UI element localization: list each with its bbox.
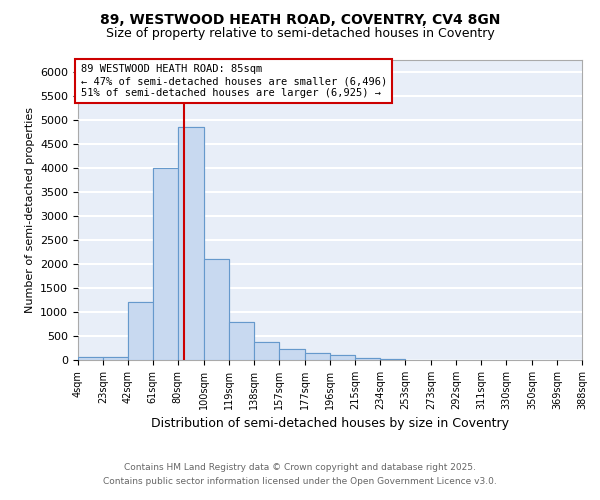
Bar [330,355,355,360]
Bar [229,322,254,360]
Text: Contains HM Land Registry data © Crown copyright and database right 2025.: Contains HM Land Registry data © Crown c… [124,464,476,472]
Bar [153,168,178,360]
Bar [305,353,330,360]
Y-axis label: Number of semi-detached properties: Number of semi-detached properties [25,107,35,313]
Bar [254,342,279,360]
Bar [279,349,305,360]
Bar [128,302,153,360]
Text: 89, WESTWOOD HEATH ROAD, COVENTRY, CV4 8GN: 89, WESTWOOD HEATH ROAD, COVENTRY, CV4 8… [100,12,500,26]
Bar [153,168,178,360]
Bar [355,358,380,360]
Bar [204,259,229,360]
Bar [355,358,380,360]
Bar [178,127,204,360]
Bar [204,259,229,360]
Bar [78,357,103,360]
Bar [254,342,279,360]
X-axis label: Distribution of semi-detached houses by size in Coventry: Distribution of semi-detached houses by … [151,418,509,430]
Bar [78,357,103,360]
Bar [330,355,355,360]
Bar [279,349,305,360]
Text: Contains public sector information licensed under the Open Government Licence v3: Contains public sector information licen… [103,478,497,486]
Text: Size of property relative to semi-detached houses in Coventry: Size of property relative to semi-detach… [106,28,494,40]
Text: 89 WESTWOOD HEATH ROAD: 85sqm
← 47% of semi-detached houses are smaller (6,496)
: 89 WESTWOOD HEATH ROAD: 85sqm ← 47% of s… [80,64,387,98]
Bar [380,359,405,360]
Bar [103,357,128,360]
Bar [128,302,153,360]
Bar [380,359,405,360]
Bar [229,322,254,360]
Bar [178,127,204,360]
Bar [305,353,330,360]
Bar [103,357,128,360]
